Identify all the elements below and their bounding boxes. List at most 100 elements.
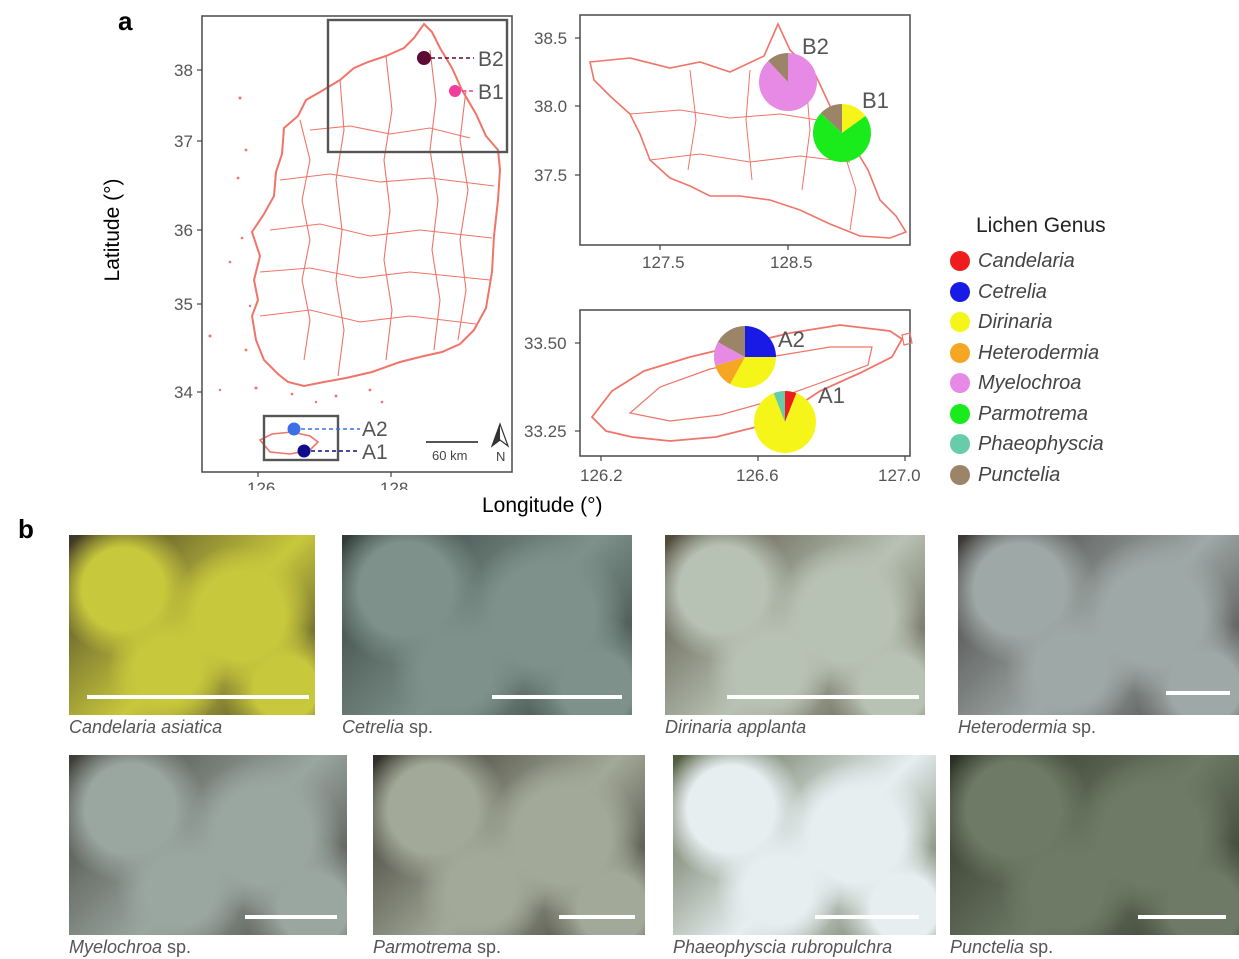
lichen-photo-dirinaria (665, 535, 925, 715)
pie-slice-dirinaria (754, 393, 816, 453)
south-x-tick-127.0: 127.0 (878, 466, 921, 485)
site-a1-label: A1 (362, 441, 388, 464)
pie-slice-punctelia (820, 104, 842, 133)
photo-scale-bar (1138, 915, 1226, 919)
site-b1-label: B1 (478, 81, 504, 104)
main-x-tick-128: 128 (380, 479, 408, 490)
lichen-photo-cetrelia (342, 535, 632, 715)
pie-slice-dirinaria (842, 104, 866, 133)
legend-item-cetrelia: Cetrelia (950, 280, 1047, 304)
photo-scale-bar (1166, 691, 1230, 695)
north-x-tick-127.5: 127.5 (642, 253, 685, 272)
legend-label: Dirinaria (978, 311, 1053, 333)
main-y-tick-36: 36 (174, 221, 193, 240)
photo-scale-bar (492, 695, 622, 699)
legend-item-punctelia: Punctelia (950, 463, 1060, 487)
site-b2-marker[interactable] (417, 51, 431, 65)
caption-epithet: sp. (1067, 717, 1097, 737)
caption-epithet: sp. (1024, 937, 1054, 957)
south-y-tick-33.50: 33.50 (524, 334, 567, 353)
legend-label: Cetrelia (978, 280, 1047, 303)
south-x-tick-126.6: 126.6 (736, 466, 779, 485)
lichen-photo-punctelia (950, 755, 1239, 935)
main-y-tick-38: 38 (174, 61, 193, 80)
legend-item-myelochroa: Myelochroa (950, 371, 1081, 395)
site-a2-marker[interactable] (287, 422, 301, 436)
caption-genus: Heterodermia (958, 717, 1068, 737)
pie-b2[interactable] (759, 53, 817, 111)
photo-caption-phaeophyscia: Phaeophyscia rubropulchra (673, 937, 892, 958)
pie-slice-dirinaria (730, 357, 776, 388)
lichen-photo-myelochroa (69, 755, 347, 935)
pie-a1[interactable] (754, 391, 816, 453)
photo-scale-bar (245, 915, 337, 919)
south-x-tick-126.2: 126.2 (580, 466, 623, 485)
y-axis-title: Latitude (°) (101, 178, 124, 282)
north-y-tick-38.5: 38.5 (534, 29, 567, 48)
north-pie-b2-label: B2 (802, 34, 829, 59)
photo-caption-punctelia: Punctelia sp. (950, 937, 1053, 958)
lichen-photo-heterodermia (958, 535, 1239, 715)
legend-label: Candelaria (978, 250, 1075, 272)
pie-a2[interactable] (714, 326, 776, 388)
caption-genus: Dirinaria (665, 717, 733, 737)
north-pie-b1-label: B1 (862, 88, 889, 113)
site-a1-marker[interactable] (297, 444, 311, 458)
legend-swatch (950, 312, 970, 332)
legend-item-dirinaria: Dirinaria (950, 310, 1052, 334)
south-inset-box (262, 414, 340, 462)
panel-label-b: b (18, 514, 34, 544)
photo-caption-myelochroa: Myelochroa sp. (69, 937, 191, 958)
province-boundaries (259, 49, 495, 377)
legend-swatch (950, 281, 970, 302)
site-a2-label: A2 (362, 418, 388, 441)
photo-caption-candelaria: Candelaria asiatica (69, 717, 222, 738)
pie-slice-phaeophyscia (773, 391, 785, 422)
photo-scale-bar (559, 915, 635, 919)
lichen-photo-candelaria (69, 535, 315, 715)
korea-mainland-outline (250, 22, 502, 388)
legend-item-candelaria: Candelaria (950, 249, 1075, 273)
legend-swatch (950, 434, 970, 454)
legend-swatch (950, 403, 970, 424)
caption-epithet: sp. (472, 937, 502, 957)
site-b1-marker[interactable] (449, 85, 461, 97)
pie-b1[interactable] (813, 104, 871, 163)
north-inset-box (326, 18, 509, 154)
caption-genus: Cetrelia (342, 717, 405, 737)
caption-genus: Myelochroa (69, 937, 163, 957)
main-x-tick-126: 126 (247, 479, 275, 490)
legend-item-heterodermia: Heterodermia (950, 341, 1099, 365)
photo-caption-dirinaria: Dirinaria applanta (665, 717, 806, 738)
legend-label: Punctelia (978, 463, 1061, 486)
north-y-tick-37.5: 37.5 (534, 166, 567, 185)
north-inset-map: B2 B1 127.5 128.5 38.5 38.0 37.5 (534, 14, 911, 272)
pie-slice-parmotrema (813, 113, 871, 163)
main-y-tick-35: 35 (174, 295, 193, 314)
pie-slice-candelaria (785, 391, 797, 422)
photo-caption-cetrelia: Cetrelia sp. (342, 717, 433, 738)
pie-slice-myelochroa (714, 342, 745, 366)
legend-item-phaeophyscia: Phaeophyscia (950, 432, 1104, 456)
legend-label: Phaeophyscia (978, 433, 1104, 455)
legend-swatch (950, 373, 970, 393)
caption-genus: Parmotrema (373, 937, 473, 957)
legend-label: Parmotrema (978, 402, 1089, 425)
north-x-tick-128.5: 128.5 (770, 253, 813, 272)
pie-slice-punctelia (768, 53, 788, 82)
islands (208, 96, 384, 404)
photo-caption-heterodermia: Heterodermia sp. (958, 717, 1096, 738)
photo-scale-bar (87, 695, 309, 699)
legend-swatch (950, 251, 970, 271)
main-y-tick-37: 37 (174, 132, 193, 151)
north-region-outline (589, 22, 908, 239)
north-y-tick-38.0: 38.0 (534, 97, 567, 116)
legend-title: Lichen Genus (976, 214, 1106, 237)
pie-slice-punctelia (717, 326, 745, 357)
south-pie-a2-label: A2 (778, 327, 805, 352)
lichen-photo-phaeophyscia (673, 755, 936, 935)
south-y-tick-33.25: 33.25 (524, 422, 567, 441)
south-inset-map: A2 A1 126.2 126.6 127.0 33.50 33.25 (524, 309, 921, 485)
caption-epithet: rubropulchra (786, 937, 893, 957)
legend-label: Heterodermia (978, 341, 1100, 364)
